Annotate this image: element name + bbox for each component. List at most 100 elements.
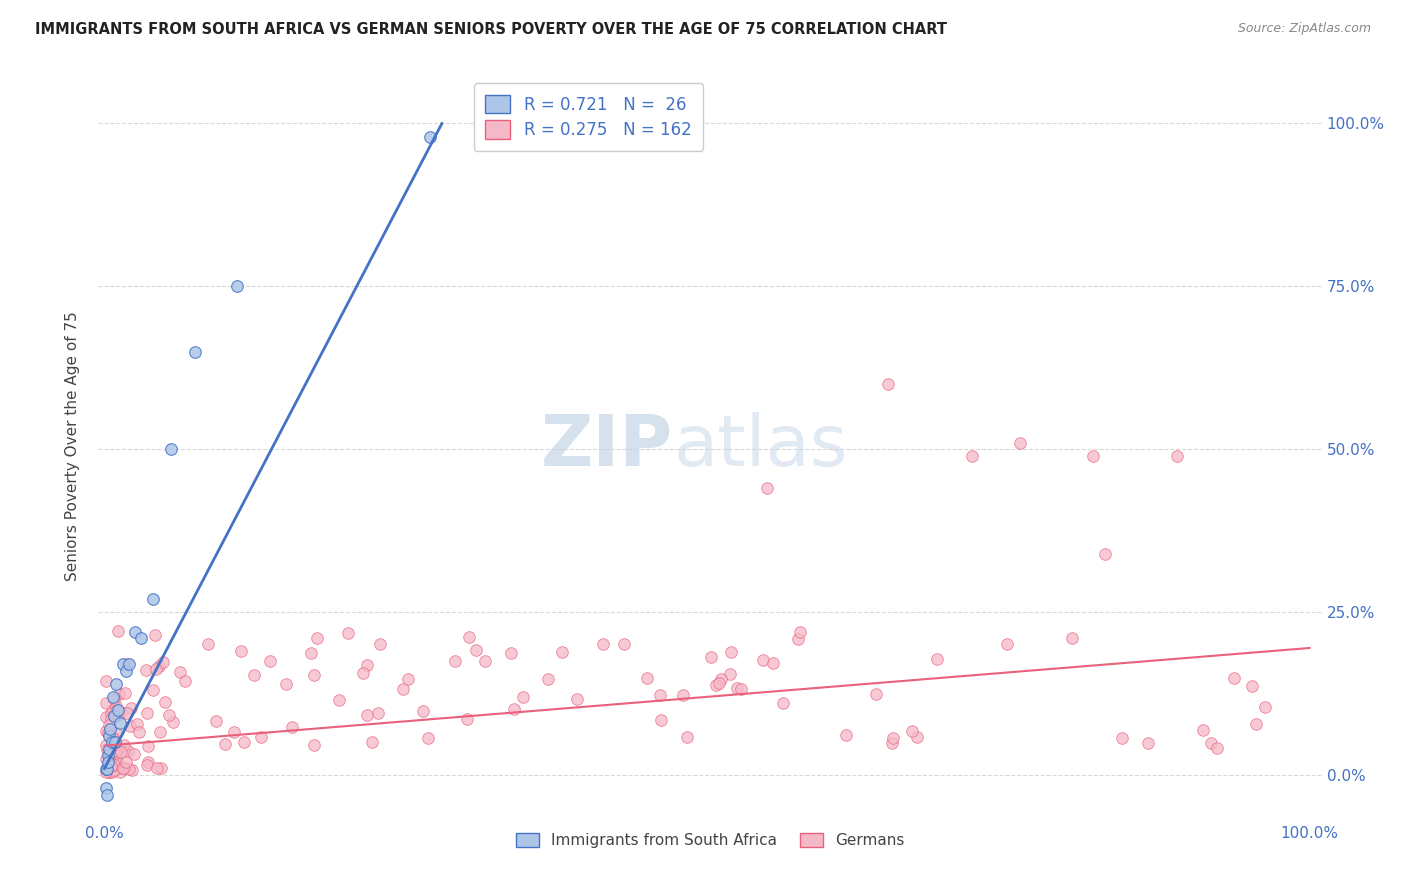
Point [613, 637, 636, 651]
Point [1205, 741, 1227, 756]
Point [281, 720, 304, 734]
Point [122, 747, 145, 761]
Point [103, 763, 125, 777]
Point [761, 656, 783, 670]
Point [98, 764, 121, 779]
Point [276, 676, 298, 690]
Point [101, 690, 124, 704]
Point [174, 673, 197, 688]
Text: Source: ZipAtlas.com: Source: ZipAtlas.com [1237, 22, 1371, 36]
Point [121, 763, 143, 777]
Point [751, 653, 773, 667]
Point [676, 730, 699, 744]
Point [1240, 679, 1263, 693]
Text: atlas: atlas [673, 411, 848, 481]
Point [356, 658, 378, 673]
Point [94, 780, 117, 795]
Point [835, 728, 858, 742]
Point [537, 672, 560, 686]
Point [157, 708, 180, 723]
Point [94, 696, 117, 710]
Point [142, 592, 165, 607]
Point [243, 668, 266, 682]
Point [104, 744, 127, 758]
Point [458, 630, 481, 644]
Point [512, 690, 534, 704]
Point [114, 762, 136, 776]
Point [352, 666, 374, 681]
Point [94, 724, 117, 739]
Point [882, 736, 904, 750]
Point [250, 731, 273, 745]
Point [94, 764, 117, 779]
Point [111, 657, 134, 672]
Point [103, 709, 125, 723]
Point [145, 662, 167, 676]
Point [876, 377, 898, 392]
Point [105, 754, 128, 768]
Point [328, 692, 350, 706]
Point [97, 755, 120, 769]
Point [305, 631, 328, 645]
Point [152, 655, 174, 669]
Point [97, 744, 120, 758]
Point [149, 761, 172, 775]
Point [197, 637, 219, 651]
Point [772, 696, 794, 710]
Point [592, 637, 614, 651]
Point [707, 676, 730, 690]
Point [232, 735, 254, 749]
Point [97, 726, 120, 740]
Point [700, 649, 723, 664]
Point [1192, 723, 1215, 737]
Point [94, 762, 117, 776]
Point [108, 715, 131, 730]
Point [704, 678, 727, 692]
Point [710, 672, 733, 686]
Point [900, 724, 922, 739]
Point [730, 682, 752, 697]
Point [259, 654, 281, 668]
Point [304, 668, 326, 682]
Point [648, 688, 671, 702]
Point [361, 735, 384, 749]
Point [205, 714, 228, 728]
Point [117, 657, 139, 671]
Point [1010, 435, 1032, 450]
Point [396, 673, 419, 687]
Point [143, 628, 166, 642]
Point [786, 632, 808, 646]
Point [567, 692, 589, 706]
Point [148, 658, 170, 673]
Point [96, 788, 118, 802]
Point [101, 745, 124, 759]
Point [105, 762, 128, 776]
Point [100, 706, 122, 720]
Point [720, 645, 742, 659]
Point [100, 723, 122, 737]
Point [229, 644, 252, 658]
Point [115, 706, 138, 720]
Point [117, 744, 139, 758]
Point [107, 742, 129, 756]
Point [184, 344, 207, 359]
Point [136, 756, 159, 770]
Point [107, 703, 129, 717]
Point [153, 695, 176, 709]
Point [419, 129, 441, 144]
Point [1199, 736, 1222, 750]
Point [136, 739, 159, 753]
Point [925, 652, 948, 666]
Point [107, 708, 129, 723]
Point [104, 709, 127, 723]
Point [128, 725, 150, 739]
Point [108, 686, 131, 700]
Point [103, 692, 125, 706]
Point [105, 751, 128, 765]
Point [124, 624, 146, 639]
Point [100, 712, 122, 726]
Point [104, 754, 127, 768]
Point [111, 761, 134, 775]
Point [101, 731, 124, 746]
Point [368, 637, 391, 651]
